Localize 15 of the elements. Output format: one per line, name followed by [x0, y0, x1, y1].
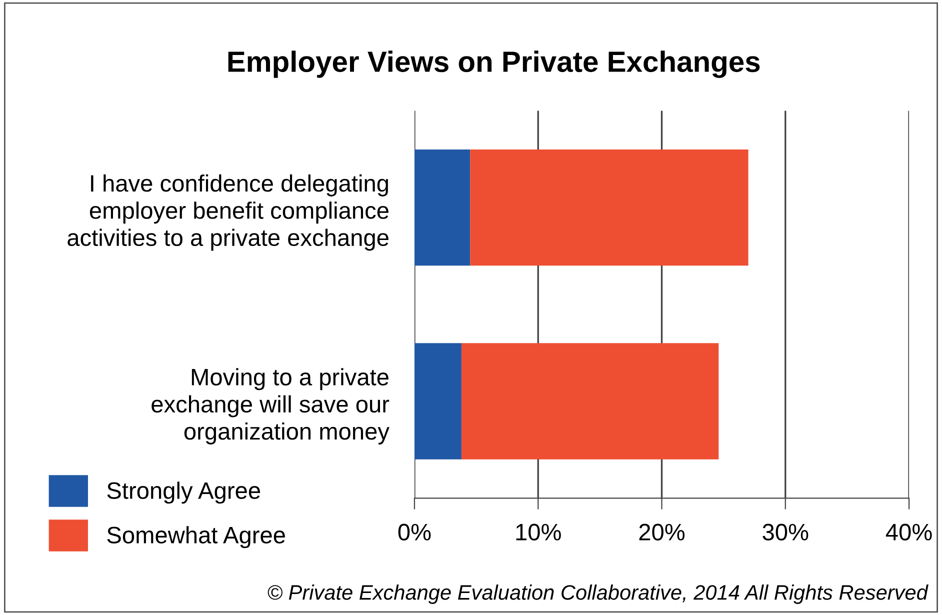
x-tick-label: 10% [516, 524, 561, 540]
y-tick-label: Moving to a private exchange will save our organization money [152, 368, 390, 444]
y-tick-label: I have confidence delegating employer benefit compliance activities to a private exchange [68, 174, 388, 251]
x-tick-label: 30% [762, 524, 808, 540]
bar [414, 149, 470, 266]
x-tick-label: 20% [639, 524, 685, 540]
text: © Private Exchange Evaluation Collaborative, 2014 All Rights Reserved [268, 584, 928, 604]
legend-label: Strongly Agree [107, 482, 260, 504]
bar [414, 343, 462, 460]
legend-label: Somewhat Agree [107, 526, 285, 548]
bar [461, 343, 719, 460]
chart-title: Employer Views on Private Exchanges [228, 50, 760, 78]
x-tick-label: 40% [886, 524, 932, 540]
bar [470, 149, 748, 266]
x-tick-label: 0% [398, 524, 431, 540]
